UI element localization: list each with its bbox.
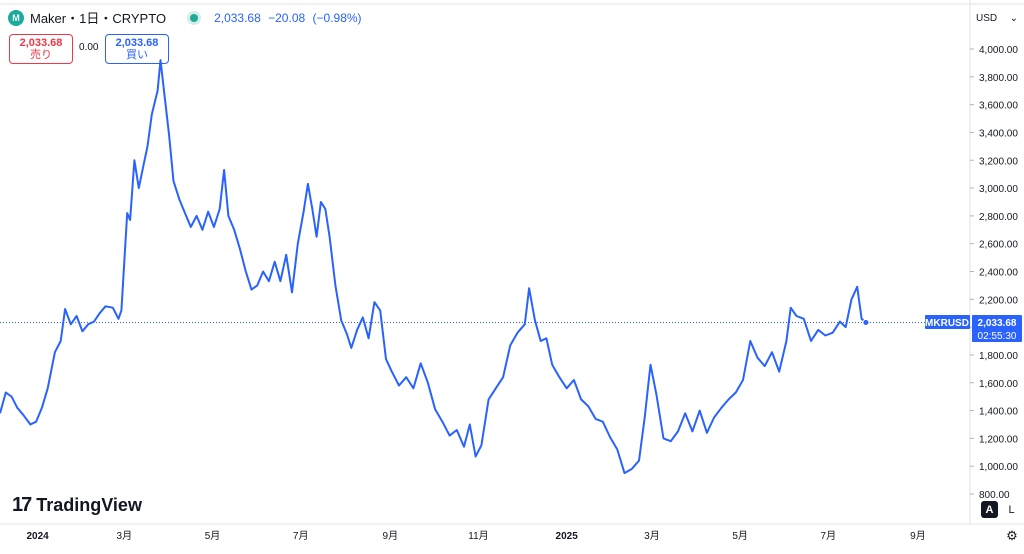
time-tick-label: 7月: [293, 530, 309, 542]
time-tick-label: 5月: [732, 530, 748, 542]
time-tick-label: 3月: [117, 530, 133, 542]
price-tick-label: 2,400.00: [979, 268, 1018, 279]
time-tick-label: 11月: [468, 530, 488, 542]
time-tick-label: 2024: [26, 531, 49, 542]
symbol-label: MKRUSD: [925, 318, 969, 329]
time-tick-label: 3月: [644, 530, 660, 542]
time-tick-label: 7月: [821, 530, 837, 542]
symbol-title[interactable]: Maker・1日・CRYPTO: [30, 11, 167, 26]
price-tick-label: 2,800.00: [979, 212, 1018, 223]
sell-button[interactable]: 2,033.68 売り: [9, 34, 73, 64]
currency-label: USD: [976, 12, 998, 24]
price-axis[interactable]: 800.00 1,000.00 1,200.00 1,400.00 1,600.00 1,…: [970, 45, 1018, 501]
price-tick-label: 1,000.00: [979, 462, 1018, 473]
tradingview-mark-icon: 17: [12, 494, 32, 516]
sell-price: 2,033.68: [19, 37, 63, 49]
price-tick-label: 1,800.00: [979, 351, 1018, 362]
price-label-bg: [972, 315, 1022, 342]
chevron-down-icon: ⌄: [1009, 12, 1018, 24]
price-tick-label: 3,600.00: [979, 101, 1018, 112]
time-axis[interactable]: 2024 3月 5月 7月 9月 11月 2025 3月 5月 7月 9月: [26, 530, 925, 542]
price-tick-label: 2,600.00: [979, 240, 1018, 251]
buy-price: 2,033.68: [115, 37, 159, 49]
tradingview-logo[interactable]: 17 TradingView: [12, 494, 142, 517]
price-label-value: 2,033.68: [978, 318, 1017, 329]
price-tick-label: 1,600.00: [979, 379, 1018, 390]
time-tick-label: 2025: [556, 531, 579, 542]
price-tick-label: 3,000.00: [979, 184, 1018, 195]
log-scale-button[interactable]: L: [1008, 503, 1015, 516]
buy-button[interactable]: 2,033.68 買い: [105, 34, 169, 64]
auto-scale-button[interactable]: A: [981, 501, 998, 518]
price-tick-label: 800.00: [979, 490, 1010, 501]
last-price: 2,033.68: [214, 10, 261, 25]
last-price-dot: [862, 318, 870, 326]
quote-values: 2,033.68 −20.08 (−0.98%): [214, 11, 365, 25]
price-tick-label: 1,400.00: [979, 407, 1018, 418]
price-tick-label: 4,000.00: [979, 45, 1018, 56]
countdown-label: 02:55:30: [978, 331, 1017, 342]
spread-value: 0.00: [79, 42, 99, 53]
currency-selector[interactable]: USD ⌄: [972, 8, 1022, 28]
chart-header: M Maker・1日・CRYPTO 2,033.68 −20.08 (−0.98…: [0, 0, 970, 34]
gear-icon[interactable]: ⚙: [1006, 528, 1018, 543]
price-change: −20.08: [268, 10, 306, 25]
market-open-icon: [190, 13, 199, 22]
price-tick-label: 3,400.00: [979, 128, 1018, 139]
symbol-info[interactable]: M Maker・1日・CRYPTO 2,033.68 −20.08 (−0.98…: [8, 8, 366, 27]
price-tick-label: 3,800.00: [979, 73, 1018, 84]
price-tick-label: 2,200.00: [979, 295, 1018, 306]
price-change-pct: (−0.98%): [312, 10, 362, 25]
time-tick-label: 9月: [910, 530, 926, 542]
price-tick-label: 1,200.00: [979, 434, 1018, 445]
time-tick-label: 5月: [205, 530, 221, 542]
time-tick-label: 9月: [383, 530, 399, 542]
last-price-label-group: MKRUSD 2,033.68 02:55:30: [925, 315, 1022, 342]
maker-logo-icon: M: [8, 9, 24, 26]
buy-label: 買い: [126, 49, 148, 61]
sell-label: 売り: [30, 49, 52, 61]
tradingview-wordmark: TradingView: [36, 495, 142, 515]
price-tick-label: 3,200.00: [979, 156, 1018, 167]
price-line-series: [0, 59, 867, 475]
symbol-label-bg: [925, 315, 970, 329]
